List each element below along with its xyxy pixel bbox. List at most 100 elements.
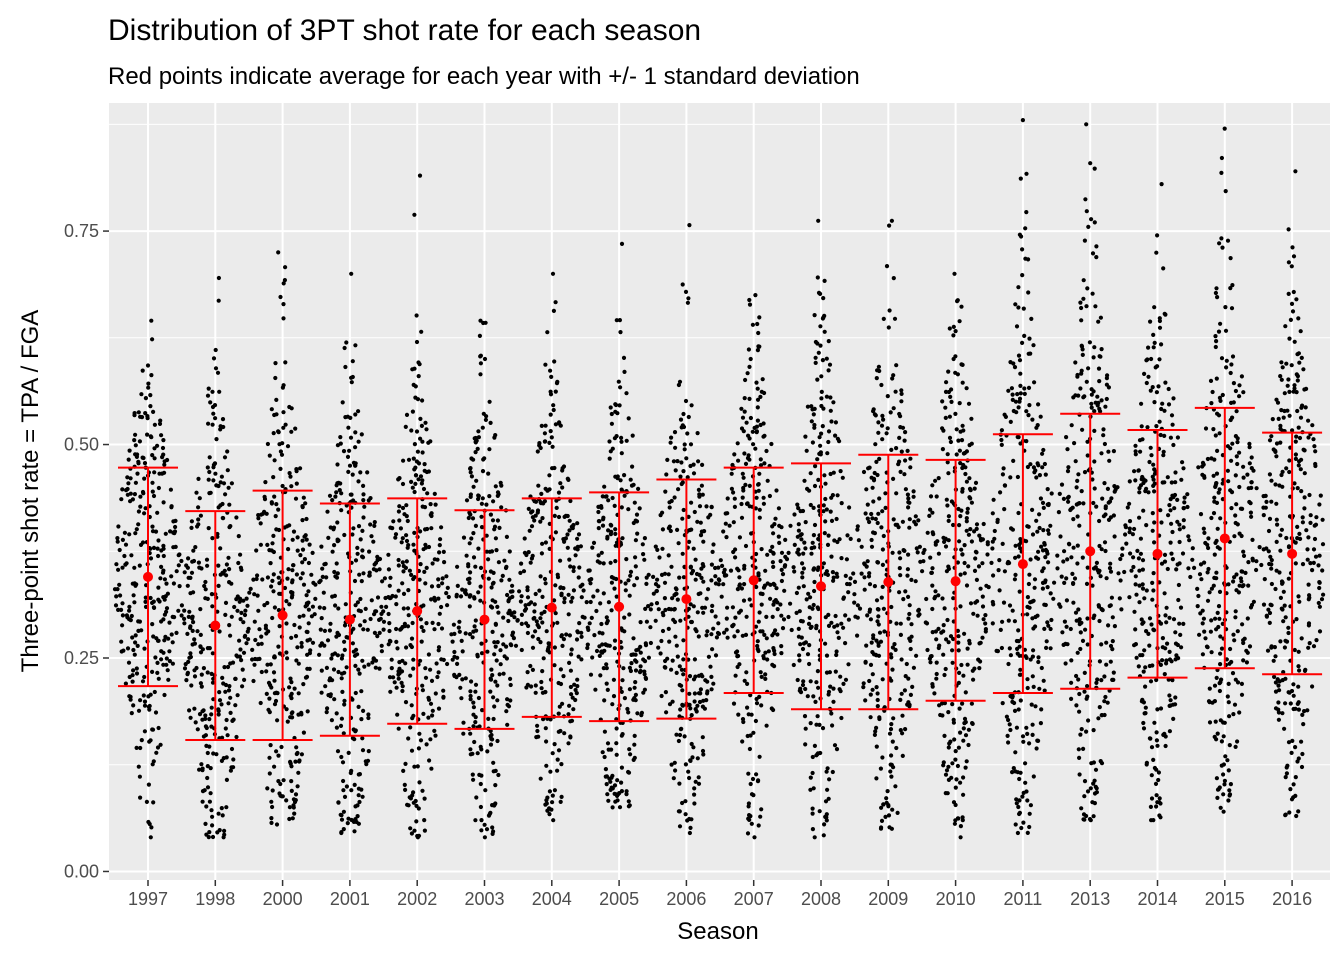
data-point	[486, 471, 491, 476]
data-point	[735, 664, 740, 670]
data-point	[841, 595, 847, 600]
data-point	[1025, 595, 1030, 600]
data-point	[916, 518, 921, 523]
data-point	[871, 652, 877, 657]
data-point	[543, 581, 548, 586]
data-point	[619, 733, 624, 738]
data-point	[566, 612, 571, 617]
data-point	[198, 644, 203, 650]
data-point	[162, 462, 167, 467]
data-point	[786, 614, 791, 620]
data-point	[763, 676, 768, 682]
data-point	[299, 640, 304, 646]
data-point	[800, 575, 805, 580]
data-point	[555, 768, 560, 773]
data-point	[996, 568, 1001, 573]
data-point	[955, 372, 961, 377]
data-point	[875, 619, 880, 624]
data-point	[824, 569, 830, 574]
data-point	[151, 409, 156, 414]
data-point	[199, 762, 204, 767]
data-point	[1017, 672, 1023, 677]
data-point	[930, 606, 935, 612]
data-point	[155, 660, 160, 666]
data-point	[1110, 639, 1115, 644]
data-point	[964, 759, 969, 764]
data-point	[581, 588, 586, 593]
data-point	[971, 677, 976, 682]
data-point	[1017, 542, 1022, 548]
data-point	[201, 666, 206, 671]
data-point	[671, 617, 676, 622]
data-point	[468, 752, 473, 757]
data-point	[140, 368, 145, 373]
data-point	[1097, 543, 1102, 549]
data-point	[1046, 528, 1051, 533]
data-point	[1025, 677, 1030, 682]
data-point	[754, 551, 759, 557]
data-point	[191, 548, 196, 553]
data-point	[1155, 233, 1160, 238]
data-point	[819, 431, 824, 436]
data-point	[1206, 545, 1211, 551]
data-point	[735, 587, 741, 592]
data-point	[1020, 273, 1025, 278]
data-point	[975, 613, 980, 618]
data-point	[1104, 640, 1109, 645]
data-point	[352, 829, 357, 834]
data-point	[989, 560, 994, 566]
data-point	[716, 582, 721, 587]
data-point	[855, 633, 860, 638]
data-point	[913, 522, 919, 527]
data-point	[556, 490, 562, 495]
data-point	[114, 594, 119, 599]
data-point	[886, 813, 892, 818]
data-point	[325, 638, 331, 643]
data-point	[412, 467, 417, 472]
data-point	[115, 536, 120, 541]
data-point	[233, 676, 238, 682]
data-point	[961, 792, 966, 797]
data-point	[1012, 619, 1018, 624]
data-point	[903, 589, 908, 594]
data-point	[152, 470, 157, 475]
data-point	[983, 621, 988, 626]
data-point	[830, 493, 836, 498]
data-point	[605, 534, 610, 540]
data-point	[302, 534, 307, 539]
data-point	[957, 539, 962, 544]
data-point	[297, 625, 302, 630]
data-point	[493, 484, 498, 489]
data-point	[1096, 603, 1101, 608]
data-point	[353, 412, 358, 417]
data-point	[433, 502, 438, 507]
data-point	[1062, 549, 1067, 554]
data-point	[484, 414, 489, 419]
data-point	[272, 655, 277, 660]
data-point	[499, 505, 504, 510]
data-point	[1148, 736, 1153, 741]
data-point	[439, 626, 445, 631]
data-point	[687, 223, 692, 228]
data-point	[1150, 580, 1155, 586]
data-point	[1227, 743, 1232, 748]
data-point	[687, 816, 692, 822]
data-point	[1091, 728, 1096, 733]
data-point	[903, 487, 909, 492]
data-point	[135, 471, 140, 476]
data-point	[128, 499, 133, 504]
data-point	[373, 665, 378, 670]
data-point	[667, 505, 672, 510]
data-point	[429, 584, 435, 589]
data-point	[747, 396, 752, 401]
data-point	[406, 588, 411, 593]
data-point	[1241, 658, 1246, 663]
data-point	[410, 620, 415, 626]
data-point	[479, 828, 484, 833]
data-point	[1082, 794, 1087, 799]
data-point	[409, 831, 414, 836]
data-point	[972, 529, 977, 534]
data-point	[350, 697, 355, 702]
data-point	[418, 617, 423, 622]
data-point	[408, 673, 413, 678]
